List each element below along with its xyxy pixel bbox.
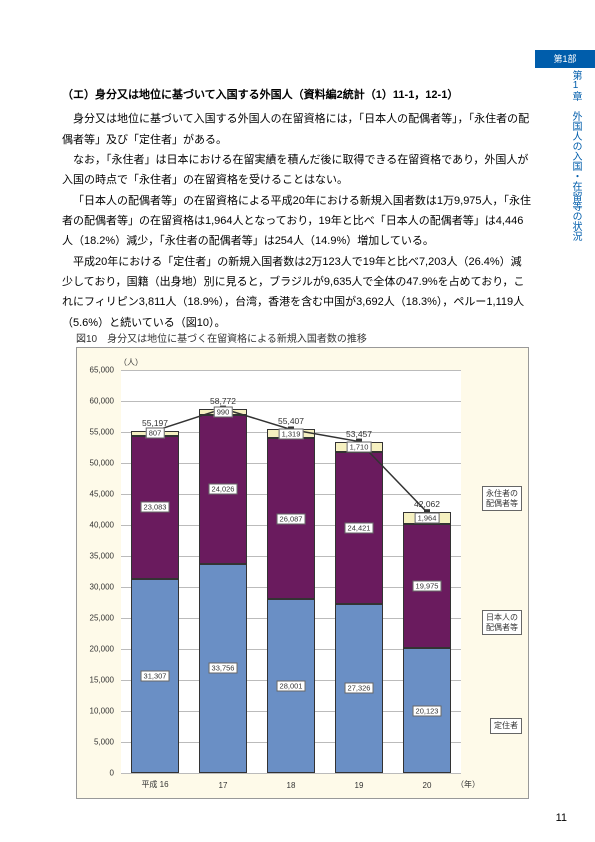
bar-segment-value: 24,421 xyxy=(345,522,374,533)
chart-area: （人） （年） 31,307 23,083 33,756 24,026 28,001 26… xyxy=(76,347,529,799)
bar-segment: 28,001 xyxy=(267,599,315,773)
bar-segment: 33,756 xyxy=(199,564,247,773)
y-axis-label: 0 xyxy=(82,769,114,778)
bar-total-label: 55,197 xyxy=(142,418,168,428)
page-number: 11 xyxy=(556,812,567,824)
x-axis-label: 18 xyxy=(287,781,296,790)
bar-segment: 20,123 xyxy=(403,648,451,773)
bar-segment-value: 990 xyxy=(214,406,233,417)
y-axis-label: 50,000 xyxy=(82,459,114,468)
y-axis-label: 10,000 xyxy=(82,707,114,716)
bar-segment-value: 27,326 xyxy=(345,683,374,694)
gridline xyxy=(121,773,461,774)
bar-segment-value: 33,756 xyxy=(209,663,238,674)
bar-segment: 23,083 xyxy=(131,436,179,579)
y-axis-label: 60,000 xyxy=(82,397,114,406)
legend-item: 定住者 xyxy=(490,718,522,734)
x-unit-label: （年） xyxy=(456,779,480,790)
x-axis-label: 17 xyxy=(219,781,228,790)
bar-total-label: 55,407 xyxy=(278,416,304,426)
legend-item: 永住者の 配偶者等 xyxy=(482,486,522,511)
bar-segment: 27,326 xyxy=(335,604,383,773)
y-axis-label: 15,000 xyxy=(82,676,114,685)
bar-segment: 31,307 xyxy=(131,579,179,773)
bar-segment-value: 31,307 xyxy=(141,670,170,681)
bar-segment-value: 20,123 xyxy=(413,705,442,716)
bar-segment-value: 24,026 xyxy=(209,484,238,495)
paragraph: 平成20年における「定住者」の新規入国者数は2万123人で19年と比べ7,203… xyxy=(62,252,532,333)
y-axis-label: 25,000 xyxy=(82,614,114,623)
y-axis-label: 55,000 xyxy=(82,428,114,437)
y-axis-label: 35,000 xyxy=(82,552,114,561)
section-tab: 第1部 xyxy=(535,50,595,68)
chart-container: 図10 身分又は地位に基づく在留資格による新規入国者数の推移 （人） （年） 3… xyxy=(76,330,541,799)
y-axis-label: 40,000 xyxy=(82,521,114,530)
legend-item: 日本人の 配偶者等 xyxy=(482,610,522,635)
bar-segment-value: 19,975 xyxy=(413,581,442,592)
section-heading: （エ）身分又は地位に基づいて入国する外国人（資料編2統計（1）11‐1，12‐1… xyxy=(62,85,532,105)
bar-segment: 24,421 xyxy=(335,452,383,603)
bar-segment-value: 1,319 xyxy=(279,428,304,439)
bar-segment-value: 28,001 xyxy=(277,681,306,692)
bar-total-label: 42,062 xyxy=(414,499,440,509)
bar-group: 20,123 19,975 xyxy=(403,370,451,773)
y-axis-label: 30,000 xyxy=(82,583,114,592)
bar-segment: 24,026 xyxy=(199,415,247,564)
paragraph: なお，「永住者」は日本における在留実績を積んだ後に取得できる在留資格であり，外国… xyxy=(62,150,532,191)
bar-total-label: 58,772 xyxy=(210,396,236,406)
paragraph: 「日本人の配偶者等」の在留資格による平成20年における新規入国者数は1万9,97… xyxy=(62,191,532,252)
bar-segment-value: 807 xyxy=(146,428,165,439)
y-axis-label: 20,000 xyxy=(82,645,114,654)
y-axis-label: 65,000 xyxy=(82,366,114,375)
side-vertical-text: 第1章 外国人の入国・在留等の状況 xyxy=(569,70,582,241)
y-axis-label: 45,000 xyxy=(82,490,114,499)
body-text: （エ）身分又は地位に基づいて入国する外国人（資料編2統計（1）11‐1，12‐1… xyxy=(62,85,532,333)
x-axis-label: 19 xyxy=(355,781,364,790)
bar-group: 33,756 24,026 xyxy=(199,370,247,773)
bar-segment-value: 1,710 xyxy=(347,441,372,452)
y-axis-label: 5,000 xyxy=(82,738,114,747)
bar-segment-value: 1,964 xyxy=(415,513,440,524)
bar-total-label: 53,457 xyxy=(346,429,372,439)
paragraph: 身分又は地位に基づいて入国する外国人の在留資格には，「日本人の配偶者等」，「永住… xyxy=(62,109,532,150)
bar-segment-value: 26,087 xyxy=(277,513,306,524)
bar-segment: 26,087 xyxy=(267,438,315,600)
bar-segment: 19,975 xyxy=(403,524,451,648)
y-unit-label: （人） xyxy=(119,357,143,368)
x-axis-label: 平成 16 xyxy=(141,779,168,790)
chart-title: 図10 身分又は地位に基づく在留資格による新規入国者数の推移 xyxy=(76,330,541,345)
bar-segment-value: 23,083 xyxy=(141,502,170,513)
x-axis-label: 20 xyxy=(423,781,432,790)
